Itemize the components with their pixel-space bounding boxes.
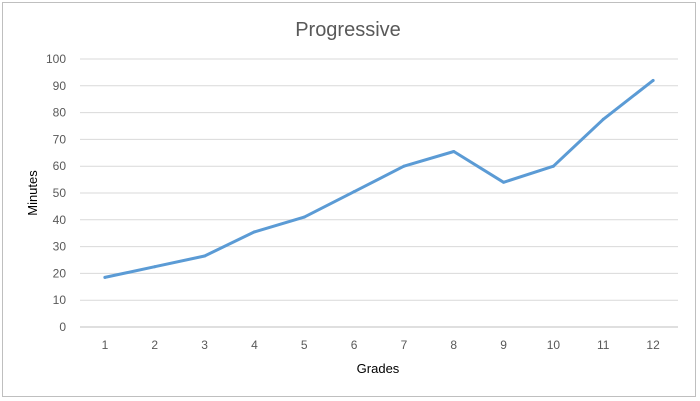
data-point [502,180,506,184]
data-point [252,230,256,234]
y-tick-label: 40 [53,213,67,227]
data-point [651,78,655,82]
chart-frame [2,2,696,397]
y-tick-label: 70 [53,132,67,146]
x-axis-label: Grades [357,361,400,376]
x-tick-label: 11 [597,338,610,352]
y-tick-label: 0 [59,320,66,334]
y-tick-label: 20 [53,266,67,280]
data-point [203,254,207,258]
series-line [103,78,655,279]
x-tick-label: 9 [500,338,507,352]
x-tick-label: 7 [401,338,408,352]
data-point [452,149,456,153]
x-tick-label: 4 [251,338,258,352]
y-tick-label: 100 [46,52,66,66]
x-tick-label: 6 [351,338,358,352]
x-tick-label: 12 [646,338,660,352]
x-tick-label: 10 [547,338,561,352]
x-tick-label: 8 [450,338,457,352]
y-tick-label: 30 [53,240,67,254]
data-point [352,190,356,194]
y-tick-label: 80 [53,106,67,120]
x-axis-ticks: 1 2 3 4 5 6 7 8 9 10 11 12 [102,338,661,352]
data-point [153,265,157,269]
data-point [302,215,306,219]
data-point [551,164,555,168]
x-tick-label: 5 [301,338,308,352]
y-axis-label: Minutes [25,170,40,216]
data-point [601,117,605,121]
x-tick-label: 3 [201,338,208,352]
series-layer [103,78,655,279]
y-tick-label: 10 [53,293,67,307]
y-tick-label: 50 [53,186,67,200]
y-tick-label: 60 [53,159,67,173]
chart-title: Progressive [295,19,401,41]
gridlines [80,58,678,328]
x-tick-label: 2 [151,338,158,352]
y-axis-ticks: 0 10 20 30 40 50 60 70 80 90 100 [46,52,66,334]
x-tick-label: 1 [102,338,109,352]
data-point [402,164,406,168]
y-tick-label: 90 [53,79,67,93]
data-point [103,275,107,279]
